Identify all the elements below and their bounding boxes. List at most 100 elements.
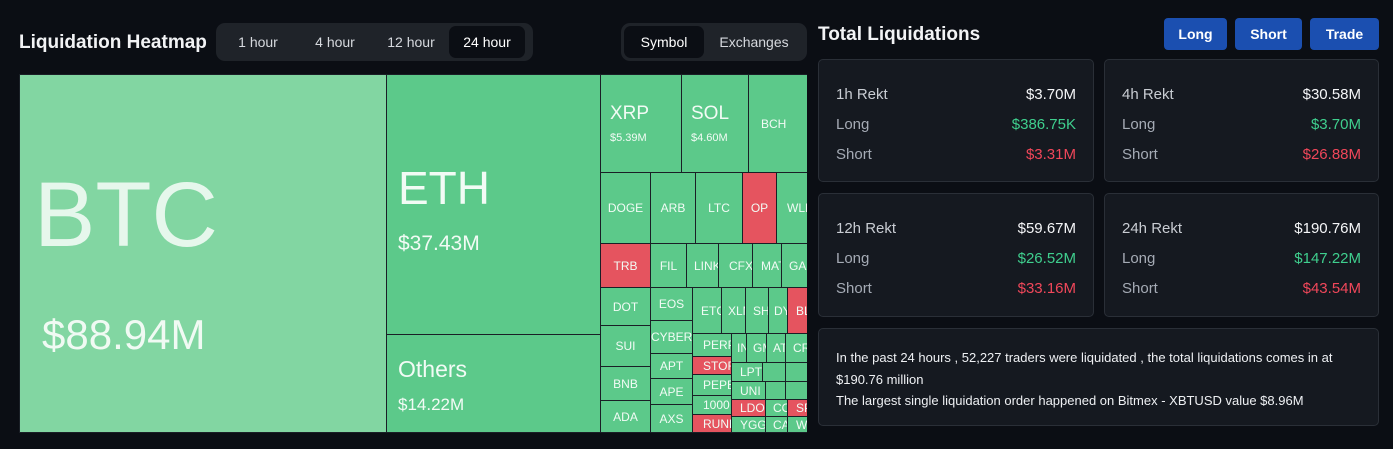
tile-pepe[interactable]: PEPE <box>692 374 732 396</box>
tile-inj[interactable]: INJ <box>731 333 747 363</box>
tile-tiny-3[interactable] <box>765 381 786 400</box>
tile-symbol: GALA <box>789 258 807 273</box>
summary-line: The largest single liquidation order hap… <box>836 393 1304 408</box>
tile-symbol: EOS <box>658 297 685 311</box>
tile-uni[interactable]: UNI <box>731 381 766 400</box>
time-option-4h[interactable]: 4 hour <box>315 34 355 50</box>
tile-perp[interactable]: PERP <box>692 333 732 357</box>
tile-symbol: APT <box>659 359 684 373</box>
tile-sui[interactable]: SUI <box>600 325 651 367</box>
tile-symbol: PERP <box>703 338 731 352</box>
tile-sol[interactable]: SOL $4.60M <box>681 74 749 173</box>
tile-ldo[interactable]: LDO <box>731 399 766 417</box>
summary-line: $190.76 million <box>836 371 924 387</box>
tile-op[interactable]: OP <box>742 172 777 244</box>
trade-button[interactable]: Trade <box>1310 18 1379 50</box>
tile-symbol: DOT <box>612 299 639 314</box>
tile-dot[interactable]: DOT <box>600 287 651 326</box>
tile-symbol: LPT <box>740 365 763 379</box>
tile-gmt[interactable]: GMT <box>746 333 767 363</box>
tile-symbol: 1000 <box>703 398 730 412</box>
tile-rune[interactable]: RUNE <box>692 414 732 433</box>
rekt-total-value: $190.76M <box>1294 220 1361 237</box>
tile-atom[interactable]: ATOM <box>766 333 786 363</box>
long-button[interactable]: Long <box>1164 18 1227 50</box>
tile-arb[interactable]: ARB <box>650 172 696 244</box>
tile-ada[interactable]: ADA <box>600 400 651 433</box>
tile-symbol: ETH <box>398 162 490 214</box>
tile-xrp[interactable]: XRP $5.39M <box>600 74 682 173</box>
time-option-24h[interactable]: 24 hour <box>449 26 525 58</box>
tile-blur[interactable]: BLUR <box>787 287 807 334</box>
tile-matic[interactable]: MATIC <box>752 243 782 288</box>
tile-axs[interactable]: AXS <box>650 404 693 433</box>
tile-ca[interactable]: CA <box>765 416 788 433</box>
tile-symbol: WLD <box>787 201 807 215</box>
tile-symbol: OP <box>750 201 769 215</box>
tile-ygg[interactable]: YGG <box>731 416 766 433</box>
tile-crv[interactable]: CRV <box>785 333 807 363</box>
tile-dydx[interactable]: DYDX <box>768 287 788 334</box>
tile-symbol: COMP <box>773 401 787 415</box>
tile-w[interactable]: W <box>787 416 807 433</box>
tile-symbol: CA <box>773 417 787 432</box>
tile-xlm[interactable]: XLM <box>721 287 746 334</box>
tile-storj[interactable]: STORJ <box>692 356 732 375</box>
short-value: $33.16M <box>1017 280 1076 297</box>
tile-btc[interactable]: BTC $88.94M <box>19 74 387 433</box>
tile-symbol: BLUR <box>796 303 807 318</box>
time-range-selector: 1 hour 4 hour 12 hour 24 hour <box>216 23 533 61</box>
tile-etc[interactable]: ETC <box>692 287 722 334</box>
tile-cfx[interactable]: CFX <box>718 243 753 288</box>
tile-spell[interactable]: SPELL <box>787 399 807 417</box>
long-label: Long <box>1122 250 1156 267</box>
tile-link[interactable]: LINK <box>686 243 719 288</box>
time-option-12h[interactable]: 12 hour <box>387 34 435 50</box>
tile-symbol: BNB <box>613 376 638 391</box>
tile-others[interactable]: Others $14.22M <box>386 334 601 433</box>
tile-symbol: W <box>796 417 807 432</box>
rekt-period-label: 4h Rekt <box>1122 86 1174 103</box>
tile-comp[interactable]: COMP <box>765 399 788 417</box>
tile-symbol: FIL <box>659 258 678 273</box>
tile-apt[interactable]: APT <box>650 353 693 379</box>
tile-gala[interactable]: GALA <box>781 243 807 288</box>
tile-symbol: LDO <box>740 401 765 415</box>
rekt-total-value: $30.58M <box>1302 86 1361 103</box>
tile-eth[interactable]: ETH $37.43M <box>386 74 601 335</box>
short-label: Short <box>1122 280 1158 297</box>
tile-tiny-2[interactable] <box>785 362 807 382</box>
tile-trb[interactable]: TRB <box>600 243 651 288</box>
rekt-card-24h: 24h Rekt $190.76M Long $147.22M Short $43.5… <box>1104 193 1379 317</box>
tile-symbol: STORJ <box>703 358 731 373</box>
tile-1000[interactable]: 1000 <box>692 395 732 415</box>
short-button[interactable]: Short <box>1235 18 1302 50</box>
tile-symbol: INJ <box>737 341 746 355</box>
tile-symbol: MATIC <box>761 258 781 273</box>
tile-eos[interactable]: EOS <box>650 287 693 321</box>
time-option-1h[interactable]: 1 hour <box>238 34 278 50</box>
long-value: $26.52M <box>1017 250 1076 267</box>
mode-option-symbol[interactable]: Symbol <box>624 26 704 58</box>
tile-lpt[interactable]: LPT <box>731 362 763 382</box>
tile-ltc[interactable]: LTC <box>695 172 743 244</box>
tile-value: $88.94M <box>42 311 206 358</box>
tile-shib[interactable]: SHIB <box>745 287 769 334</box>
tile-doge[interactable]: DOGE <box>600 172 651 244</box>
tile-symbol: BTC <box>34 164 218 266</box>
tile-cyber[interactable]: CYBER <box>650 320 693 354</box>
tile-symbol: BCH <box>761 117 787 131</box>
mode-option-exchanges[interactable]: Exchanges <box>719 34 789 50</box>
tile-symbol: ATOM <box>773 341 786 355</box>
tile-symbol: DOGE <box>607 201 644 215</box>
tile-bch[interactable]: BCH <box>748 74 807 173</box>
tile-wld[interactable]: WLD <box>776 172 807 244</box>
rekt-period-label: 1h Rekt <box>836 86 888 103</box>
tile-symbol: DYDX <box>774 303 787 318</box>
tile-tiny-4[interactable] <box>785 381 807 400</box>
tile-fil[interactable]: FIL <box>650 243 687 288</box>
tile-bnb[interactable]: BNB <box>600 366 651 401</box>
tile-ape[interactable]: APE <box>650 378 693 405</box>
tile-tiny-1[interactable] <box>762 362 786 382</box>
liquidation-summary: In the past 24 hours , 52,227 traders we… <box>818 328 1379 426</box>
